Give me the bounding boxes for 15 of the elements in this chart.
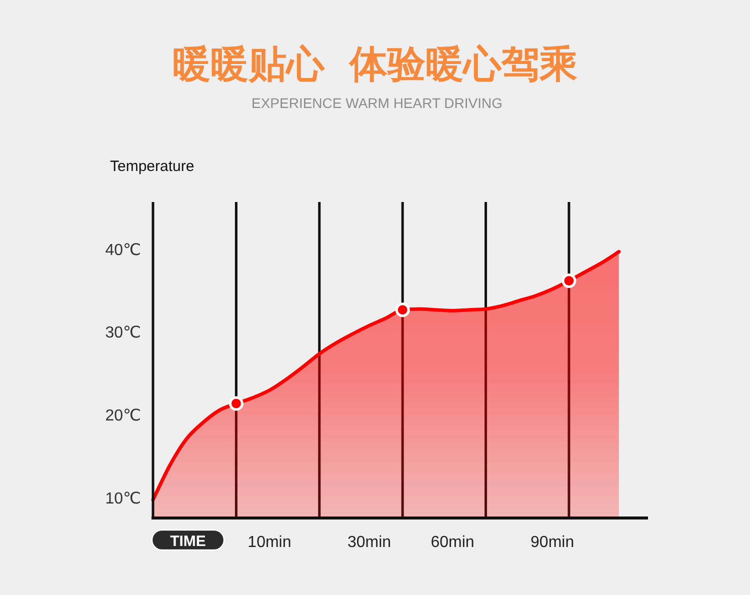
point [395, 302, 410, 318]
y-tick-label: 20℃ [105, 408, 141, 425]
chart-subtitle: EXPERIENCE WARM HEART DRIVING [251, 95, 503, 111]
y-tick-label: 10℃ [105, 490, 141, 508]
x-axis-title: TIME [170, 533, 206, 550]
point [228, 396, 244, 411]
y-tick-label: 30℃ [105, 324, 141, 342]
point [562, 274, 576, 288]
y-tick-label: 40℃ [105, 242, 141, 259]
x-tick-label: 30min [348, 534, 392, 551]
x-tick-label: 10min [248, 534, 292, 551]
chart-title: 暖暖贴心 体验暖心驾乘 [172, 43, 578, 86]
y-axis-title: Temperature [110, 158, 194, 175]
x-tick-label: 60min [430, 534, 474, 551]
x-tick-label: 90min [530, 534, 574, 551]
